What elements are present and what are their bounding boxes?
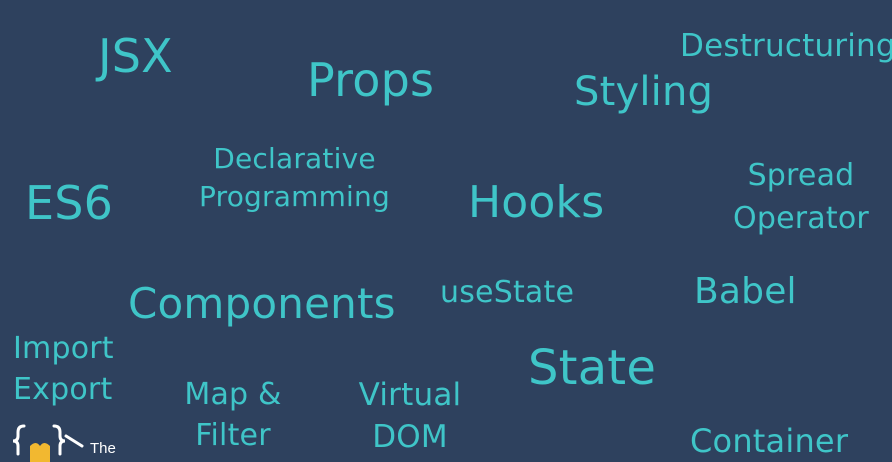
- term-components: Components: [128, 279, 396, 328]
- term-import-line: Import: [13, 331, 114, 366]
- term-hooks: Hooks: [468, 177, 605, 228]
- term-babel: Babel: [694, 271, 797, 312]
- term-spread-operator: Spread Operator: [733, 154, 869, 240]
- term-declarative-programming: Declarative Programming: [197, 140, 392, 216]
- term-map-line: Map &: [184, 377, 282, 412]
- term-props: Props: [307, 53, 435, 107]
- term-declarative-line-2: Programming: [199, 180, 390, 213]
- term-state: State: [528, 340, 657, 396]
- term-jsx: JSX: [98, 29, 173, 83]
- term-export-line: Export: [13, 372, 113, 407]
- logo-text: The: [90, 440, 116, 457]
- term-filter-line: Filter: [195, 418, 271, 453]
- braces-logo-icon: [12, 424, 84, 462]
- term-map-filter: Map & Filter: [183, 374, 283, 456]
- term-virtual-dom: Virtual DOM: [358, 374, 462, 458]
- term-virtual-line: Virtual: [358, 377, 462, 413]
- term-container: Container: [690, 422, 849, 460]
- term-destructuring: Destructuring: [680, 28, 892, 64]
- term-declarative-line-1: Declarative: [213, 142, 376, 175]
- brand-logo: The: [0, 416, 140, 462]
- term-usestate: useState: [440, 275, 575, 310]
- term-es6: ES6: [25, 176, 114, 230]
- term-spread-line-2: Operator: [733, 201, 869, 236]
- term-import-export: Import Export: [13, 328, 123, 410]
- term-dom-line: DOM: [372, 419, 448, 455]
- term-spread-line-1: Spread: [747, 158, 855, 193]
- term-styling: Styling: [574, 69, 714, 115]
